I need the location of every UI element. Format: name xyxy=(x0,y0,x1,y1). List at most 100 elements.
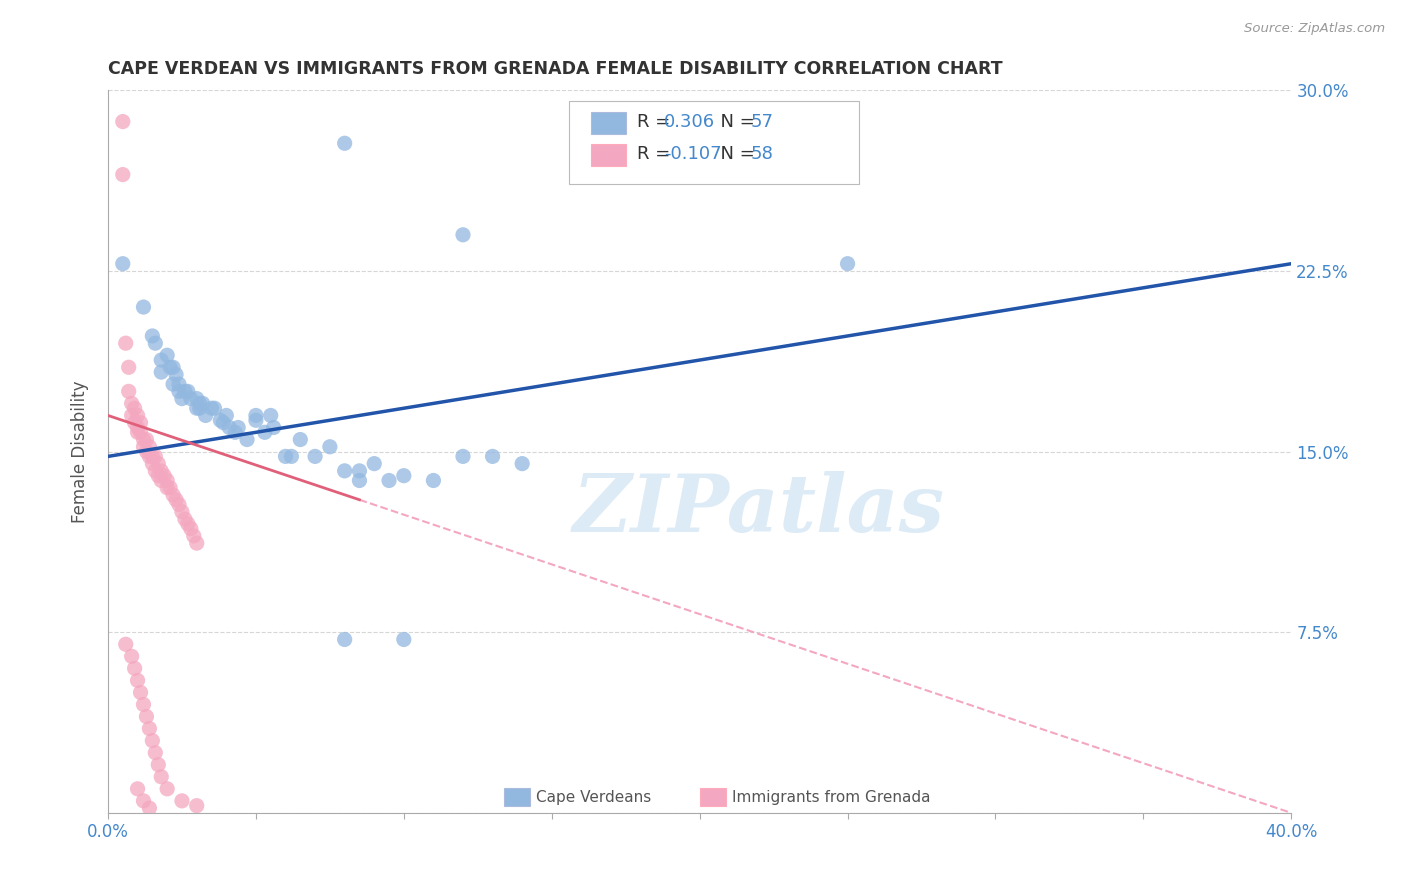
Point xyxy=(124,401,146,416)
Point xyxy=(141,457,163,471)
Point xyxy=(141,329,163,343)
Point xyxy=(174,384,197,399)
Point xyxy=(143,464,166,478)
Point xyxy=(188,396,211,410)
Text: 57: 57 xyxy=(751,113,773,131)
FancyBboxPatch shape xyxy=(591,112,626,134)
Point xyxy=(392,468,415,483)
Point xyxy=(118,360,141,375)
Point xyxy=(280,450,302,464)
Point xyxy=(138,801,160,815)
Point xyxy=(170,392,193,406)
Point xyxy=(159,360,181,375)
Point xyxy=(141,733,163,747)
Point xyxy=(156,481,179,495)
Point xyxy=(143,336,166,351)
Point xyxy=(304,450,326,464)
Text: 58: 58 xyxy=(751,145,773,163)
Point xyxy=(180,522,202,536)
FancyBboxPatch shape xyxy=(569,101,859,185)
FancyBboxPatch shape xyxy=(591,145,626,166)
Text: 0.306: 0.306 xyxy=(664,113,716,131)
Point xyxy=(236,433,259,447)
Point xyxy=(333,136,356,151)
Point xyxy=(132,698,155,712)
Text: Immigrants from Grenada: Immigrants from Grenada xyxy=(731,789,931,805)
Point xyxy=(183,529,205,543)
Point xyxy=(274,450,297,464)
Point xyxy=(319,440,342,454)
Point xyxy=(451,227,474,242)
Point xyxy=(162,377,184,392)
Point xyxy=(129,416,152,430)
Point xyxy=(349,474,371,488)
Text: Cape Verdeans: Cape Verdeans xyxy=(536,789,651,805)
Text: R =: R = xyxy=(637,145,676,163)
Point xyxy=(118,384,141,399)
Point xyxy=(121,409,143,423)
Point xyxy=(422,474,444,488)
Point xyxy=(165,368,187,382)
Point xyxy=(245,413,267,427)
Text: N =: N = xyxy=(709,113,761,131)
Y-axis label: Female Disability: Female Disability xyxy=(72,380,89,523)
Point xyxy=(150,464,173,478)
Point xyxy=(153,468,176,483)
Point xyxy=(148,757,170,772)
Point xyxy=(209,413,232,427)
Point xyxy=(510,457,533,471)
Point xyxy=(165,492,187,507)
Point xyxy=(170,505,193,519)
Point xyxy=(135,444,157,458)
Point xyxy=(135,433,157,447)
Point xyxy=(127,781,149,796)
Point xyxy=(226,420,249,434)
Text: Source: ZipAtlas.com: Source: ZipAtlas.com xyxy=(1244,22,1385,36)
Point xyxy=(150,474,173,488)
Point xyxy=(333,632,356,647)
Point xyxy=(132,300,155,314)
Point xyxy=(156,474,179,488)
Point xyxy=(481,450,503,464)
Point xyxy=(127,425,149,440)
Point xyxy=(132,440,155,454)
Point xyxy=(159,481,181,495)
Point xyxy=(378,474,401,488)
Point xyxy=(191,396,214,410)
Point xyxy=(114,637,136,651)
Point xyxy=(224,425,246,440)
Point xyxy=(204,401,226,416)
Point xyxy=(260,409,283,423)
Point xyxy=(167,498,190,512)
Point xyxy=(129,685,152,699)
Point xyxy=(150,353,173,368)
Point xyxy=(194,409,217,423)
Point xyxy=(111,168,134,182)
Point xyxy=(253,425,276,440)
Point xyxy=(212,416,235,430)
Point xyxy=(162,360,184,375)
Point xyxy=(156,348,179,362)
Point xyxy=(180,392,202,406)
Point xyxy=(111,257,134,271)
Point xyxy=(218,420,240,434)
Point xyxy=(143,450,166,464)
FancyBboxPatch shape xyxy=(700,788,725,805)
Point xyxy=(141,450,163,464)
Point xyxy=(124,661,146,675)
Point xyxy=(177,384,200,399)
Point xyxy=(245,409,267,423)
Point xyxy=(127,409,149,423)
Point xyxy=(114,336,136,351)
Point xyxy=(150,365,173,379)
Text: N =: N = xyxy=(709,145,761,163)
Point xyxy=(186,392,208,406)
Point xyxy=(200,401,222,416)
Point xyxy=(837,257,859,271)
Point xyxy=(127,673,149,688)
Point xyxy=(186,798,208,813)
Point xyxy=(188,401,211,416)
Point xyxy=(186,401,208,416)
Point xyxy=(138,450,160,464)
Point xyxy=(148,457,170,471)
